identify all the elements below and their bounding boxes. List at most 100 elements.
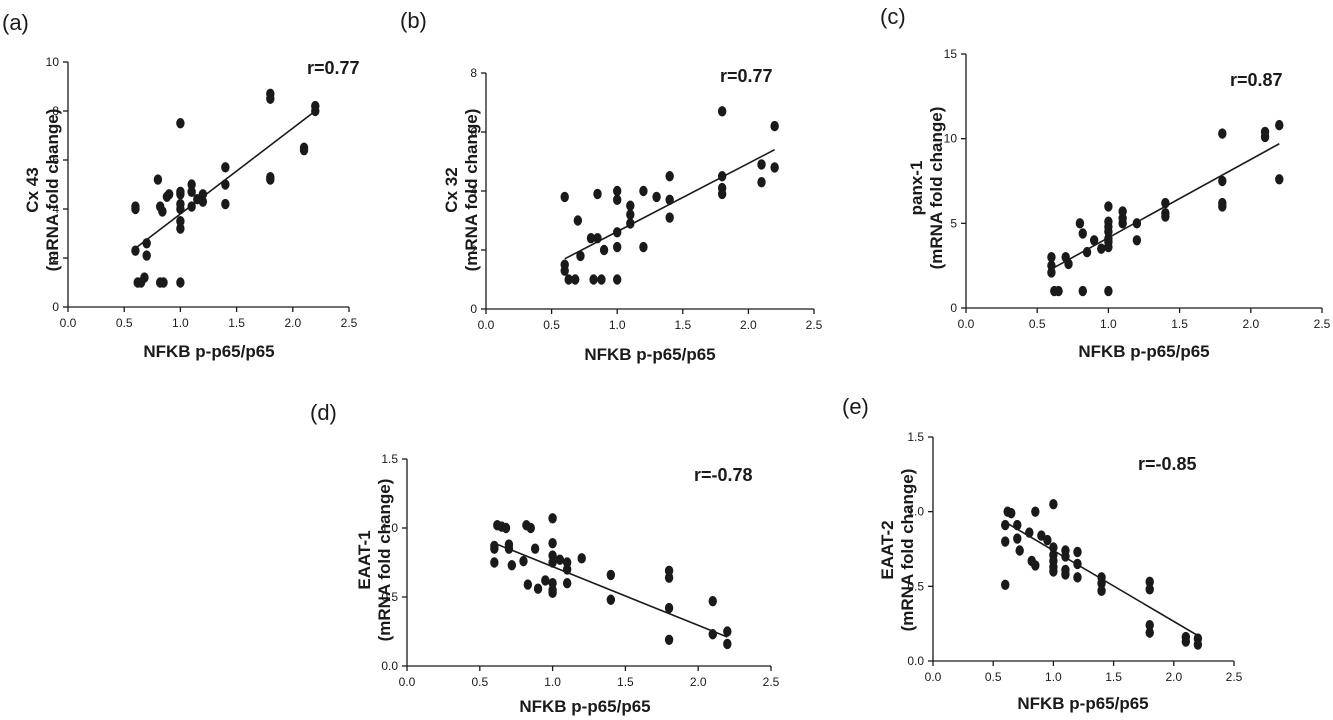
data-point bbox=[1078, 285, 1087, 297]
data-point bbox=[1073, 572, 1082, 583]
y-axis-label: Cx 43 (mRNA fold change) bbox=[23, 109, 62, 272]
data-point bbox=[1015, 545, 1024, 556]
data-point bbox=[586, 233, 596, 244]
data-point bbox=[140, 272, 149, 283]
y-axis-label: EAAT-1 (mRNA fold change) bbox=[355, 479, 394, 642]
y-axis-label-line: Cx 43 bbox=[23, 167, 42, 212]
data-point bbox=[708, 595, 717, 607]
data-point bbox=[533, 583, 543, 594]
data-point bbox=[613, 194, 622, 206]
data-point bbox=[1161, 197, 1170, 209]
regression-line bbox=[494, 542, 728, 638]
x-tick-label: 1.5 bbox=[674, 318, 691, 332]
data-point bbox=[562, 578, 572, 589]
data-point bbox=[593, 188, 602, 200]
y-tick-label: 6 bbox=[52, 153, 59, 167]
x-tick-label: 1.0 bbox=[609, 318, 626, 332]
x-tick-label: 2.0 bbox=[690, 675, 707, 689]
data-point bbox=[311, 105, 320, 117]
data-point bbox=[299, 145, 309, 156]
data-point bbox=[599, 244, 609, 256]
data-point bbox=[221, 162, 230, 173]
data-point bbox=[153, 174, 163, 185]
data-point bbox=[1061, 569, 1070, 580]
y-axis-label: panx-1 (mRNA fold change) bbox=[907, 107, 946, 270]
data-point bbox=[606, 594, 616, 605]
data-point bbox=[757, 176, 766, 188]
x-tick-label: 2.0 bbox=[284, 316, 301, 330]
data-point bbox=[504, 543, 514, 554]
data-point bbox=[717, 188, 727, 200]
data-point bbox=[1181, 636, 1191, 647]
data-point bbox=[613, 274, 622, 285]
data-point bbox=[1001, 536, 1010, 547]
data-point bbox=[1132, 235, 1142, 246]
data-point bbox=[571, 274, 580, 285]
data-point bbox=[665, 212, 674, 223]
data-point bbox=[221, 198, 230, 210]
data-point bbox=[187, 201, 196, 212]
y-axis-label-line: (mRNA fold change) bbox=[462, 109, 481, 272]
data-point bbox=[142, 238, 151, 249]
y-axis-label-line: EAAT-2 bbox=[878, 520, 897, 579]
x-tick-label: 2.5 bbox=[763, 675, 780, 689]
y-tick-label: 4 bbox=[470, 184, 477, 198]
y-tick-label: 0 bbox=[950, 301, 957, 315]
x-axis-label: NFKB p-p65/p65 bbox=[519, 697, 650, 716]
data-point bbox=[1275, 119, 1284, 131]
data-point bbox=[708, 629, 717, 640]
data-point bbox=[526, 522, 535, 534]
data-point bbox=[490, 557, 499, 568]
data-point bbox=[717, 171, 727, 182]
x-tick-label: 0.5 bbox=[543, 318, 560, 332]
y-tick-label: 1.0 bbox=[907, 505, 924, 519]
data-point bbox=[266, 93, 275, 104]
data-point bbox=[723, 626, 732, 637]
data-point bbox=[1118, 218, 1127, 229]
data-point bbox=[164, 189, 174, 200]
x-tick-label: 0.0 bbox=[958, 317, 975, 331]
data-point bbox=[519, 555, 528, 567]
data-point bbox=[490, 543, 499, 554]
data-point bbox=[1097, 585, 1106, 597]
data-point bbox=[1073, 546, 1082, 558]
data-point bbox=[1104, 241, 1113, 253]
y-axis-label-line: (mRNA fold change) bbox=[927, 107, 946, 270]
y-tick-label: 0.0 bbox=[381, 659, 398, 673]
data-point bbox=[159, 277, 168, 288]
y-tick-label: 8 bbox=[52, 104, 59, 118]
x-tick-label: 0.5 bbox=[471, 675, 488, 689]
data-point bbox=[560, 265, 569, 276]
data-point bbox=[198, 196, 208, 207]
data-point bbox=[548, 587, 557, 599]
data-point bbox=[158, 206, 167, 217]
y-axis-label: Cx 32 (mRNA fold change) bbox=[442, 109, 481, 272]
data-point bbox=[548, 537, 557, 549]
correlation-label: r=-0.78 bbox=[694, 465, 753, 485]
data-point bbox=[626, 209, 635, 220]
x-tick-label: 0.0 bbox=[478, 318, 495, 332]
x-tick-label: 0.0 bbox=[60, 316, 77, 330]
y-tick-label: 8 bbox=[470, 66, 477, 80]
x-axis-label: NFKB p-p65/p65 bbox=[584, 345, 715, 364]
data-point bbox=[221, 179, 230, 190]
x-tick-label: 0.5 bbox=[985, 670, 1002, 684]
y-tick-label: 10 bbox=[46, 55, 60, 69]
data-point bbox=[1275, 174, 1284, 185]
correlation-label: r=0.87 bbox=[1230, 70, 1283, 90]
x-tick-label: 0.0 bbox=[925, 670, 942, 684]
y-tick-label: 0 bbox=[470, 302, 477, 316]
x-tick-label: 1.0 bbox=[1045, 670, 1062, 684]
data-point bbox=[530, 543, 540, 554]
data-point bbox=[1078, 228, 1087, 239]
data-point bbox=[562, 564, 572, 575]
data-point bbox=[1218, 201, 1227, 212]
x-tick-label: 2.0 bbox=[1242, 317, 1259, 331]
correlation-label: r=-0.85 bbox=[1138, 454, 1197, 474]
data-point bbox=[1218, 175, 1227, 187]
panel-label: (a) bbox=[2, 10, 29, 35]
data-point bbox=[593, 233, 602, 244]
data-point bbox=[548, 513, 557, 524]
data-point bbox=[1145, 619, 1154, 631]
y-tick-label: 2 bbox=[52, 251, 59, 265]
